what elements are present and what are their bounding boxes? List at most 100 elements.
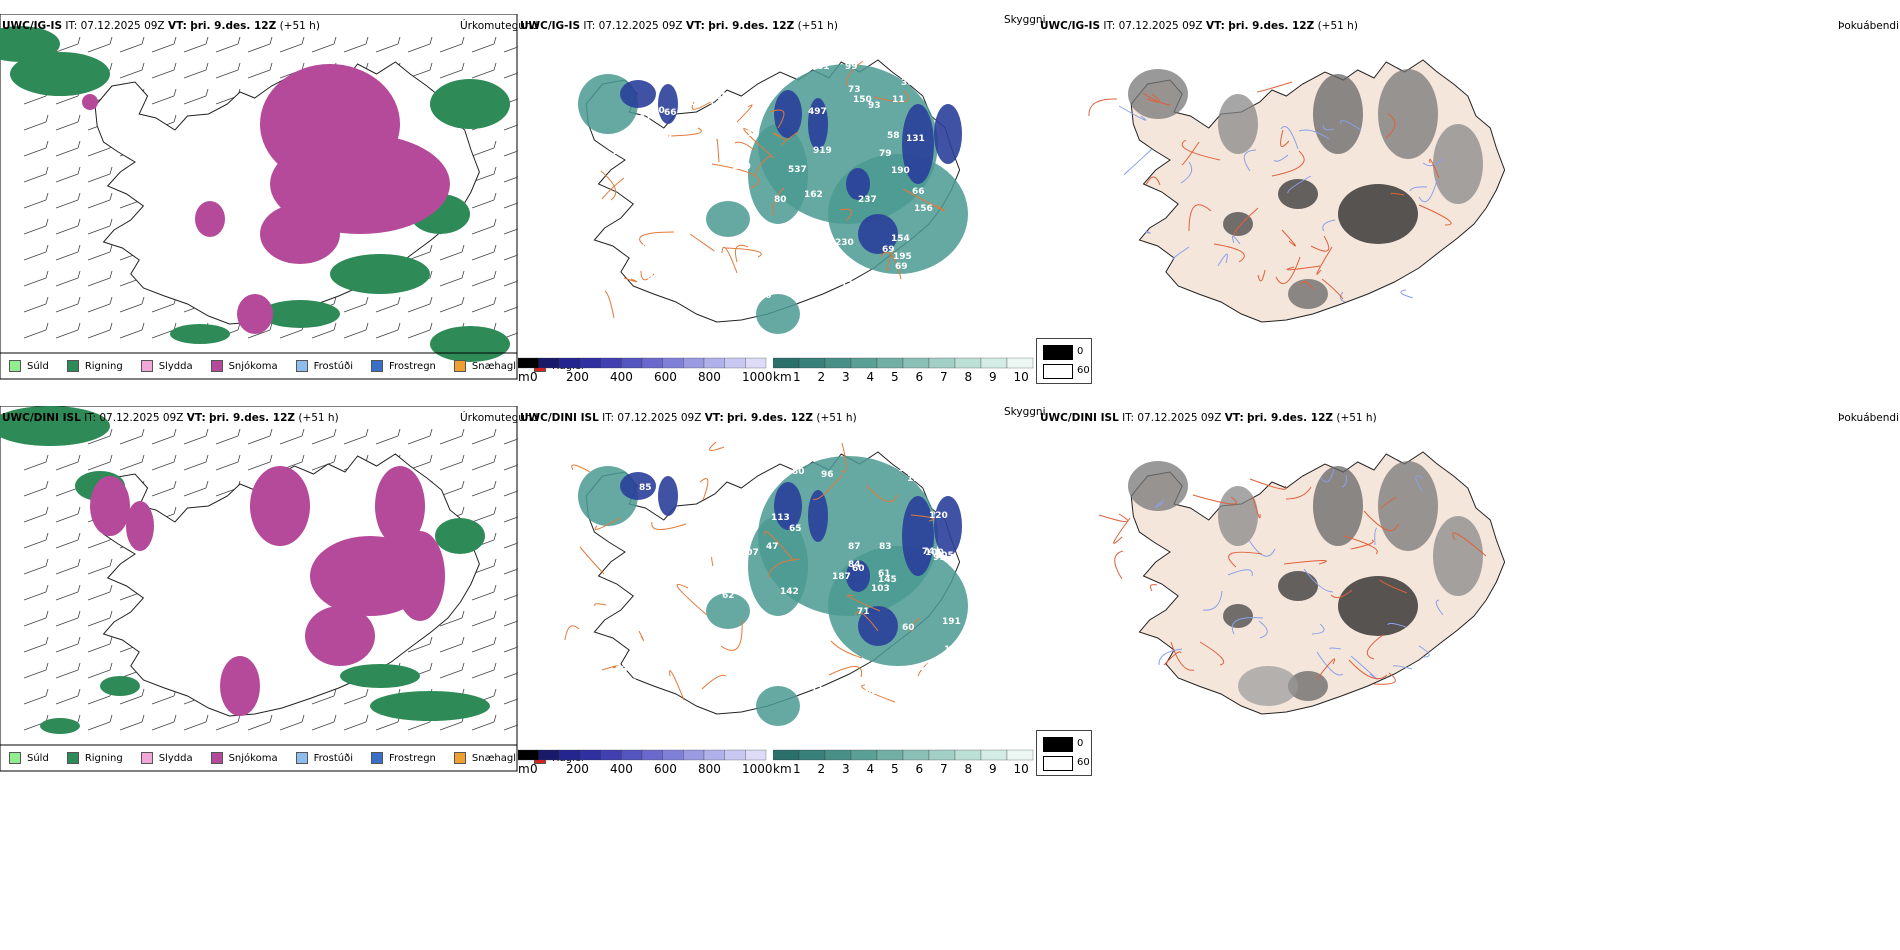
colorbar-altitude: m 0 200 400 600 800 1000 bbox=[517, 748, 773, 778]
wind-barb-flag bbox=[333, 688, 337, 697]
snow-area bbox=[305, 606, 375, 666]
peak-label: 61 bbox=[878, 569, 891, 579]
wind-barb bbox=[55, 251, 79, 261]
wind-barb bbox=[471, 43, 495, 53]
wind-barb-flag bbox=[493, 166, 497, 175]
peak-label: 103 bbox=[652, 265, 671, 275]
colorbar-cell bbox=[641, 749, 663, 761]
wind-barb-flag bbox=[109, 244, 113, 253]
peak-label: 26 bbox=[624, 678, 637, 688]
wind-barb bbox=[375, 303, 399, 313]
colorbar-tick: 9 bbox=[989, 762, 997, 776]
rain-area bbox=[330, 254, 430, 294]
wind-barb-flag bbox=[45, 140, 49, 149]
wind-barb-flag bbox=[45, 662, 49, 671]
colorbar-cell bbox=[954, 749, 982, 761]
colorbar-tick: 2 bbox=[817, 762, 826, 776]
peak-label: 150 bbox=[853, 95, 872, 105]
wind-barb-flag bbox=[365, 428, 369, 437]
wind-barb-flag bbox=[45, 506, 49, 515]
wind-barb bbox=[247, 69, 271, 79]
wind-barb bbox=[55, 513, 79, 523]
wind-barb-flag bbox=[109, 454, 113, 463]
wind-barb-flag bbox=[45, 584, 49, 593]
peak-label: 69 bbox=[865, 687, 878, 697]
colorbar-tick: 8 bbox=[964, 370, 973, 384]
wind-barb bbox=[471, 147, 495, 157]
peak-label: 11 bbox=[892, 95, 905, 105]
wind-barb bbox=[439, 669, 463, 679]
wind-barb bbox=[503, 516, 518, 523]
legend-swatch bbox=[453, 752, 466, 764]
wind-barb-flag bbox=[429, 244, 433, 253]
wind-barb-flag bbox=[45, 166, 49, 175]
wind-barb bbox=[151, 329, 175, 339]
colorbar-cell bbox=[798, 357, 826, 369]
wind-barb bbox=[279, 43, 303, 53]
colorbar-cell bbox=[662, 357, 684, 369]
rain-area bbox=[0, 26, 60, 62]
elevation-low-cloud-areas bbox=[620, 472, 962, 646]
rain-area bbox=[435, 518, 485, 554]
wind-barb-flag bbox=[333, 714, 337, 723]
wind-barb-flag bbox=[109, 610, 113, 619]
rain-area bbox=[40, 718, 80, 734]
peak-label: 103 bbox=[871, 584, 890, 594]
wind-barb bbox=[87, 539, 111, 549]
colorbar-tick: 400 bbox=[610, 762, 633, 776]
wind-barb-flag bbox=[493, 714, 497, 723]
colorbar-tick: 10 bbox=[1013, 762, 1029, 776]
wind-barb-flag bbox=[45, 244, 49, 253]
peak-label: 120 bbox=[677, 216, 696, 226]
fog-map-bottom bbox=[1098, 451, 1506, 715]
wind-barb-flag bbox=[173, 36, 177, 45]
colorbar-tick: 200 bbox=[566, 370, 589, 384]
wind-barb-flag bbox=[493, 192, 497, 201]
wind-barb bbox=[23, 147, 47, 157]
peak-label: 87 bbox=[848, 542, 861, 552]
wind-barb-flag bbox=[205, 62, 209, 71]
precip-type-panel-bottom: UWC/DINI ISL IT: 07.12.2025 09Z VT: þri.… bbox=[0, 406, 584, 772]
wind-barb bbox=[151, 69, 175, 79]
wind-barb bbox=[503, 490, 518, 497]
wind-barb-flag bbox=[461, 454, 465, 463]
wind-barb-flag bbox=[269, 454, 273, 463]
wind-barb bbox=[23, 251, 47, 261]
colorbar-cell bbox=[824, 357, 852, 369]
wind-barb bbox=[375, 435, 399, 445]
wind-barb-flag bbox=[173, 114, 177, 123]
wind-barb-flag bbox=[77, 36, 81, 45]
wind-barb-flag bbox=[493, 584, 497, 593]
peak-label: 131 bbox=[906, 134, 925, 144]
legend-item-snæhagl: Snæhagl bbox=[453, 360, 516, 372]
wind-barb-flag bbox=[45, 688, 49, 697]
snow-areas bbox=[90, 466, 445, 716]
cloud-area bbox=[902, 104, 934, 184]
peak-label: 100 bbox=[925, 548, 944, 558]
peak-label: 93 bbox=[868, 101, 881, 111]
wind-barb bbox=[503, 202, 518, 209]
wind-barb bbox=[23, 617, 47, 627]
colorbar-cell bbox=[703, 749, 725, 761]
wind-barb bbox=[55, 695, 79, 705]
wind-barb-flag bbox=[45, 532, 49, 541]
cloud-area bbox=[808, 490, 828, 542]
panel-title: UWC/DINI ISL IT: 07.12.2025 09Z VT: þri.… bbox=[520, 412, 857, 424]
wind-barb bbox=[407, 303, 431, 313]
wind-barb-flag bbox=[109, 166, 113, 175]
river bbox=[1154, 468, 1444, 680]
wind-barb bbox=[151, 95, 175, 105]
wind-barb bbox=[311, 695, 335, 705]
peak-label: 230 bbox=[835, 238, 854, 248]
wind-barb bbox=[23, 225, 47, 235]
wind-barb bbox=[343, 329, 367, 339]
wind-barb-flag bbox=[173, 454, 177, 463]
wind-barb-flag bbox=[141, 454, 145, 463]
wind-barb bbox=[375, 43, 399, 53]
peak-value-labels: 113 83 93 103 125 56 87 100 100 96 92 78 198 205 116 61… bbox=[615, 451, 972, 697]
rain-area bbox=[430, 79, 510, 129]
peak-label: 85 bbox=[662, 682, 675, 692]
colorbar-cell bbox=[902, 749, 930, 761]
colorbar-cell bbox=[600, 357, 622, 369]
wind-barb bbox=[55, 199, 79, 209]
